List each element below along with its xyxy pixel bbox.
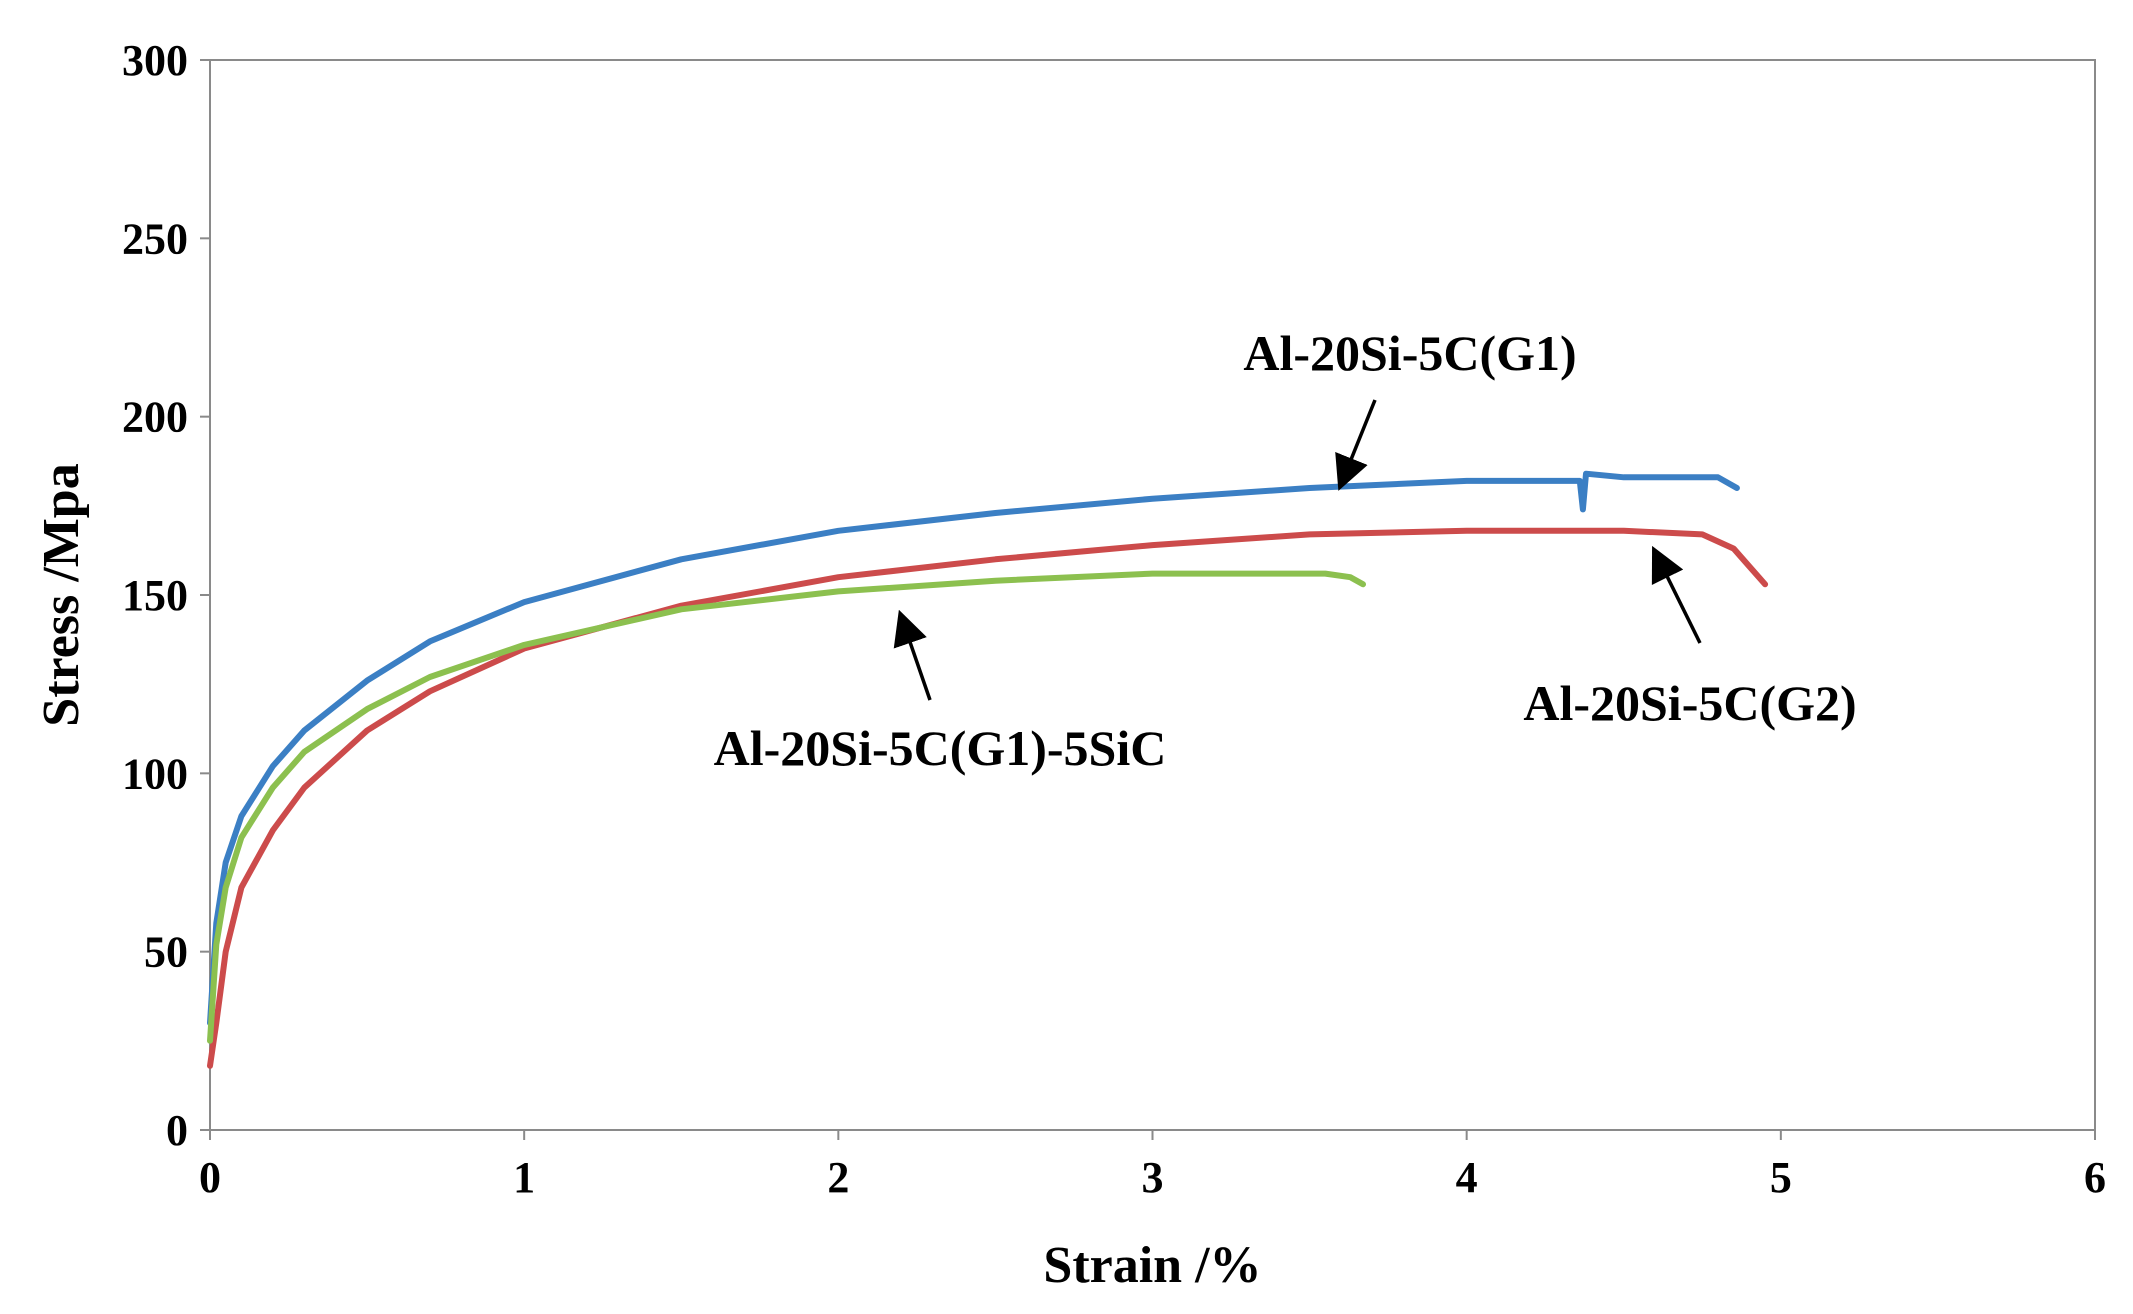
y-tick-label: 50 xyxy=(144,928,188,977)
series-line-2 xyxy=(207,527,1769,1069)
annotation-label: Al-20Si-5C(G1)-5SiC xyxy=(714,720,1167,776)
plot-area xyxy=(209,59,2096,1131)
x-tick-label: 4 xyxy=(1456,1153,1478,1202)
y-tick-label: 200 xyxy=(122,393,188,442)
y-tick-label: 100 xyxy=(122,749,188,798)
annotation-label: Al-20Si-5C(G2) xyxy=(1523,675,1856,731)
x-axis-title: Strain /% xyxy=(1043,1237,1261,1294)
y-tick-label: 250 xyxy=(122,214,188,263)
annotations-layer: Al-20Si-5C(G1) Al-20Si-5C(G2) Al-20Si-5C(G… xyxy=(714,325,1857,776)
x-tick-label: 6 xyxy=(2084,1153,2106,1202)
annotation-label: Al-20Si-5C(G1) xyxy=(1243,325,1576,381)
y-axis-ticks: 0 50 100 150 200 250 300 xyxy=(122,36,210,1155)
x-tick-label: 2 xyxy=(827,1153,849,1202)
y-tick-label: 0 xyxy=(166,1106,188,1155)
x-tick-label: 0 xyxy=(199,1153,221,1202)
series-line-1 xyxy=(207,470,1740,1026)
x-tick-label: 3 xyxy=(1142,1153,1164,1202)
y-tick-label: 300 xyxy=(122,36,188,85)
series-layer xyxy=(207,470,1769,1069)
annotation-arrow xyxy=(1335,399,1377,491)
series-line-3 xyxy=(207,570,1366,1044)
y-tick-label: 150 xyxy=(122,571,188,620)
annotation-arrow xyxy=(893,609,932,701)
x-axis-ticks: 0 1 2 3 4 5 6 xyxy=(199,1130,2106,1202)
annotation-arrow xyxy=(1651,545,1702,644)
x-tick-label: 1 xyxy=(513,1153,535,1202)
y-axis-title: Stress /Mpa xyxy=(33,463,90,726)
x-tick-label: 5 xyxy=(1770,1153,1792,1202)
